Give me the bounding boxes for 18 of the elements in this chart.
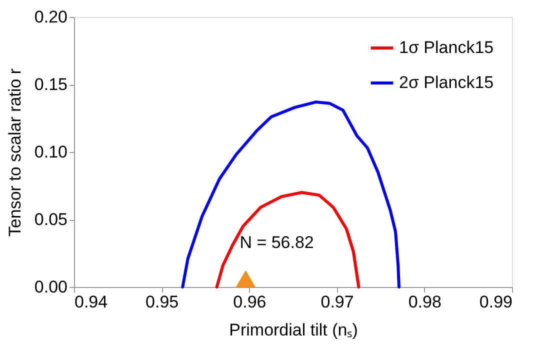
y-tick-label: 0.05 [34, 210, 68, 229]
line-series [181, 100, 400, 288]
x-tick-label: 0.99 [479, 292, 512, 312]
x-tick-label: 0.97 [320, 292, 354, 312]
x-tick-label: 0.98 [408, 292, 442, 312]
legend-label: 2σ Planck15 [399, 73, 494, 92]
annotation: N = 56.82 [240, 232, 314, 252]
y-tick-label: 0.10 [34, 142, 68, 162]
x-tick-label: 0.96 [233, 292, 266, 312]
x-axis-title: Primordial tilt (nₛ) [229, 320, 358, 340]
y-tick-label: 0.15 [34, 75, 68, 94]
x-tick-label: 0.95 [146, 292, 179, 312]
y-tick-label: 0.00 [34, 278, 68, 296]
y-axis-title: Tensor to scalar ratio r [5, 68, 24, 237]
line-series [215, 191, 360, 288]
legend-label: 1σ Planck15 [399, 38, 494, 57]
y-tick-label: 0.20 [34, 8, 68, 26]
x-tick-label: 0.94 [74, 292, 108, 312]
